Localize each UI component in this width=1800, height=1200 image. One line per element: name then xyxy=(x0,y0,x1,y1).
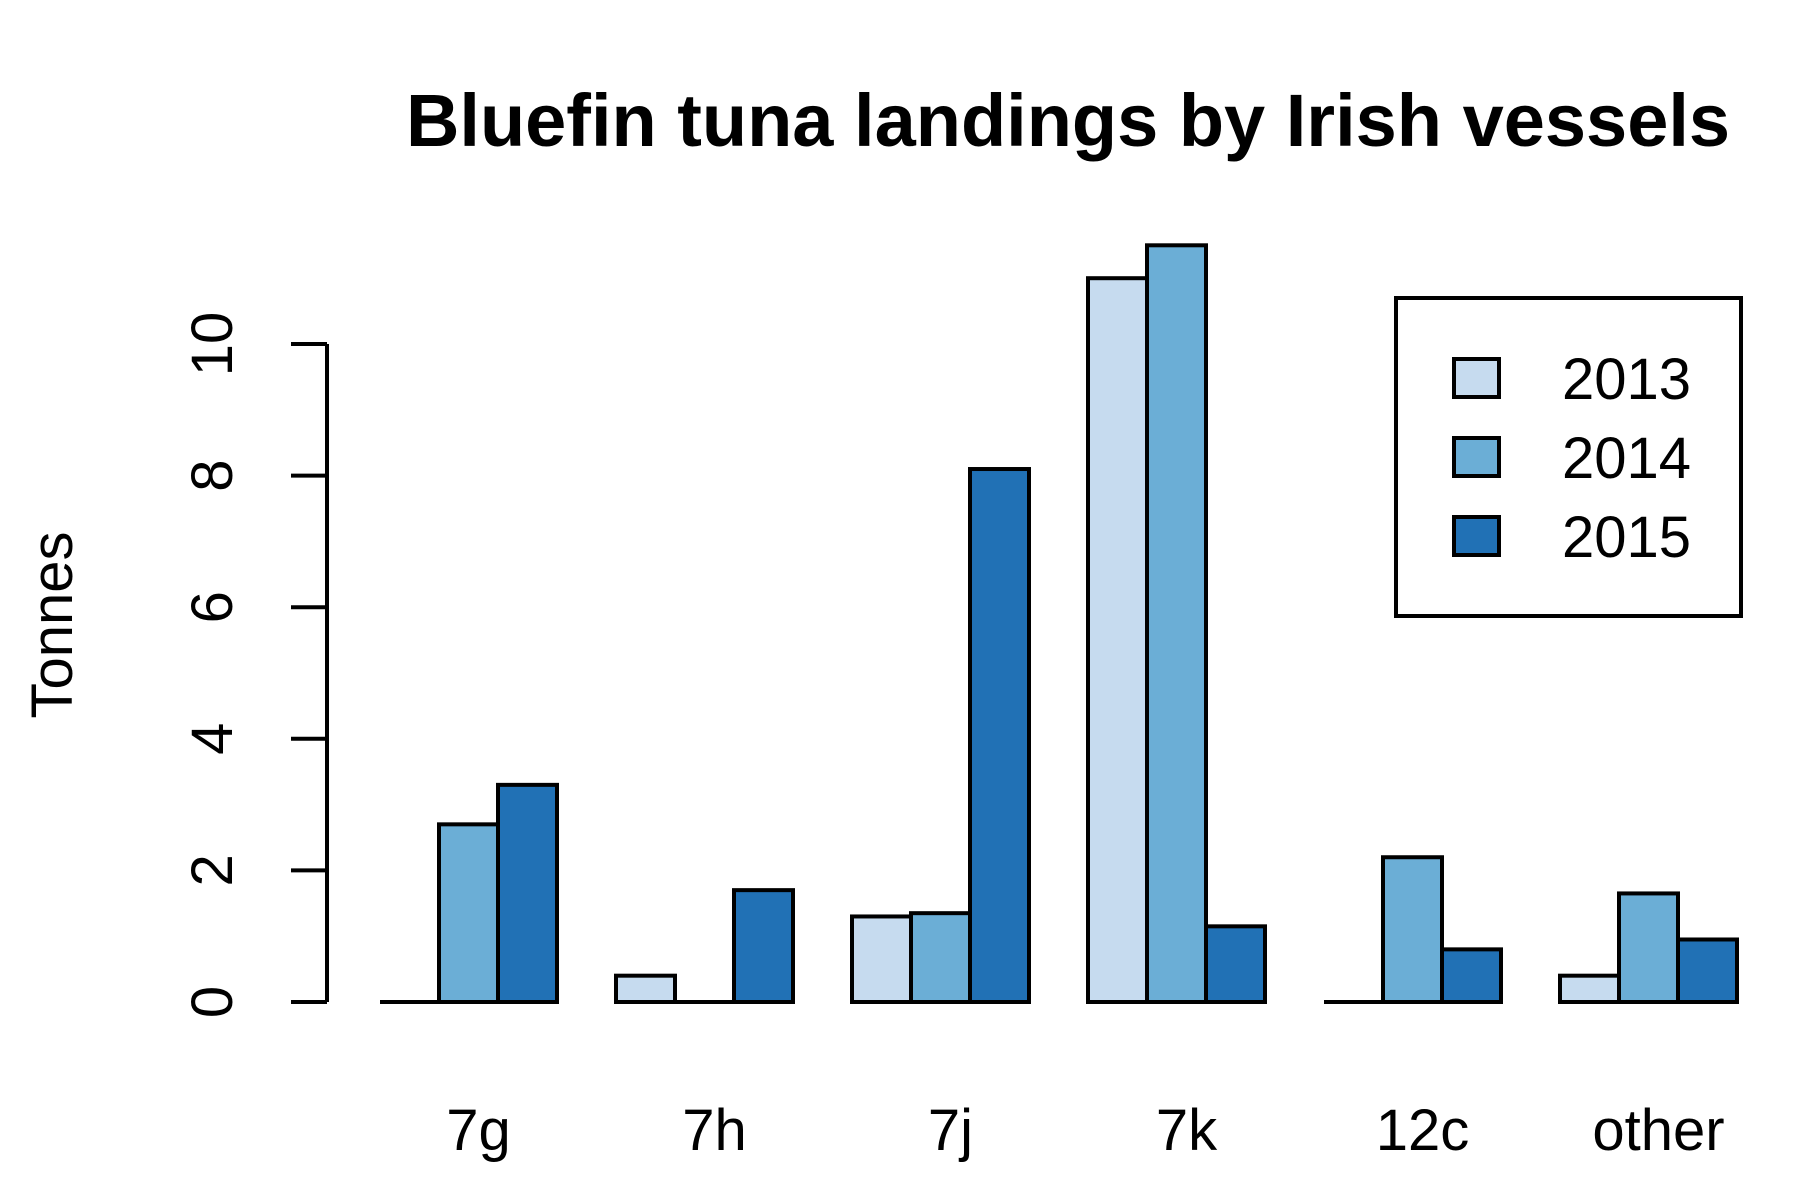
bar-7k-2014 xyxy=(1145,243,1208,1005)
bar-7j-2014 xyxy=(909,911,972,1004)
x-tick-label: 7j xyxy=(928,1098,973,1163)
legend-swatch-2014 xyxy=(1452,436,1501,478)
legend-box xyxy=(1394,296,1743,618)
bar-7k-2015 xyxy=(1204,924,1267,1005)
bar-7k-2013 xyxy=(1086,276,1149,1004)
y-tick-label: 2 xyxy=(180,854,245,886)
bar-7h-2013 xyxy=(614,973,677,1004)
x-axis-labels: 7g 7h 7j 7k 12c other xyxy=(446,1098,1724,1163)
bar-other-2014 xyxy=(1617,891,1680,1004)
y-tick-label: 6 xyxy=(180,591,245,623)
bar-other-2013 xyxy=(1558,973,1621,1004)
bar-12c-2014 xyxy=(1381,855,1444,1004)
x-tick-label: 12c xyxy=(1376,1098,1470,1163)
y-axis-label: Tonnes xyxy=(20,531,85,718)
y-tick-label: 0 xyxy=(180,986,245,1018)
legend-label-2015: 2015 xyxy=(1562,505,1691,570)
legend: 2013 2014 2015 xyxy=(1394,296,1743,618)
bar-7j-2015 xyxy=(968,467,1031,1004)
x-tick-label: 7h xyxy=(682,1098,747,1163)
y-axis: 0 2 4 6 8 10 xyxy=(180,312,329,1018)
bar-7j-2013 xyxy=(850,914,913,1005)
legend-label-2014: 2014 xyxy=(1562,426,1691,491)
x-tick-label: 7g xyxy=(446,1098,511,1163)
y-tick-label: 10 xyxy=(180,312,245,377)
x-tick-label: 7k xyxy=(1156,1098,1218,1163)
x-tick-label: other xyxy=(1592,1098,1724,1163)
bar-7h-2015 xyxy=(732,888,795,1005)
y-tick-label: 8 xyxy=(180,459,245,491)
y-tick-label: 4 xyxy=(180,723,245,755)
legend-label-2013: 2013 xyxy=(1562,347,1691,412)
legend-swatch-2013 xyxy=(1452,357,1501,399)
bars xyxy=(380,243,1739,1005)
bar-7g-2014 xyxy=(437,822,500,1005)
legend-swatch-2015 xyxy=(1452,515,1501,557)
bar-12c-2015 xyxy=(1440,947,1503,1004)
bar-other-2015 xyxy=(1676,937,1739,1004)
bar-7g-2015 xyxy=(496,782,559,1004)
chart-title: Bluefin tuna landings by Irish vessels xyxy=(406,79,1730,162)
